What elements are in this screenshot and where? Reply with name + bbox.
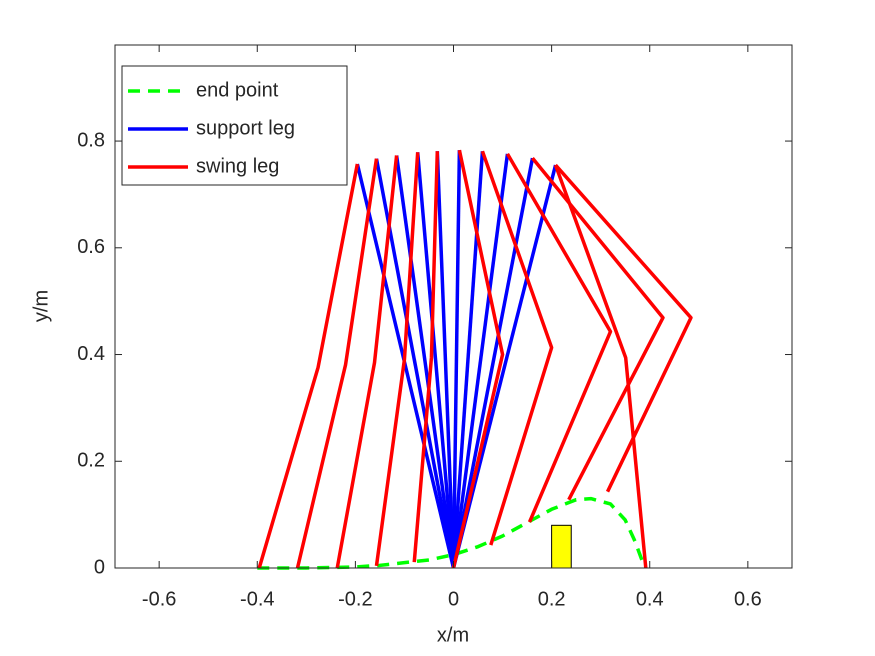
- line: [451, 153, 510, 569]
- y-tick-label: 0.2: [77, 450, 105, 472]
- y-axis-label: y/m: [30, 290, 52, 322]
- x-tick-label: -0.4: [240, 588, 274, 610]
- line: [335, 155, 399, 569]
- line: [531, 157, 665, 501]
- dashed-line: [257, 496, 647, 570]
- y-tick-label: 0.6: [77, 236, 105, 258]
- line: [553, 164, 648, 569]
- line: [257, 163, 360, 569]
- x-tick-label: 0: [448, 588, 459, 610]
- legend-label: swing leg: [196, 155, 279, 177]
- line: [480, 150, 554, 546]
- x-tick-label: -0.2: [338, 588, 372, 610]
- obstacle: [551, 524, 572, 569]
- y-tick-label: 0: [94, 556, 105, 578]
- line: [295, 158, 379, 569]
- y-tick-label: 0.8: [77, 129, 105, 151]
- line: [451, 151, 485, 569]
- line: [374, 152, 420, 567]
- line: [451, 149, 505, 569]
- line: [412, 151, 440, 563]
- x-tick-label: 0.4: [636, 588, 664, 610]
- legend: end point support leg swing leg: [121, 65, 348, 186]
- plot-area: [257, 149, 693, 570]
- y-tick-label: 0.4: [77, 343, 105, 365]
- line: [451, 157, 535, 569]
- line: [505, 152, 613, 523]
- x-axis-label: x/m: [437, 624, 469, 646]
- line: [435, 151, 456, 569]
- x-tick-label: -0.6: [142, 588, 176, 610]
- line: [355, 163, 456, 569]
- line: [554, 163, 693, 493]
- line: [415, 152, 456, 569]
- legend-label: end point: [196, 79, 279, 101]
- x-tick-label: 0.6: [734, 588, 762, 610]
- x-tick-label: 0.2: [538, 588, 566, 610]
- line: [394, 155, 456, 569]
- line: [451, 150, 462, 569]
- legend-box: [121, 65, 348, 186]
- legend-label: support leg: [196, 117, 295, 139]
